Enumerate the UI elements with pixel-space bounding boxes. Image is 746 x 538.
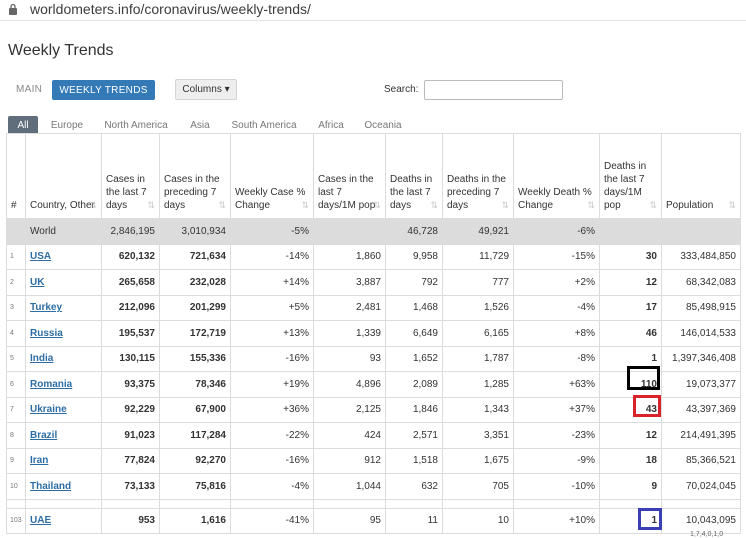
table-row: 9 Iran 77,824 92,270 -16% 912 1,518 1,67… bbox=[6, 447, 741, 474]
country-link[interactable]: Russia bbox=[30, 327, 63, 339]
column-header-rank[interactable]: # bbox=[6, 133, 26, 219]
country-link[interactable]: India bbox=[30, 353, 54, 365]
sort-icon[interactable]: ⇅ bbox=[430, 200, 438, 210]
country-link[interactable]: Turkey bbox=[30, 302, 63, 314]
country-link[interactable]: Iran bbox=[30, 455, 49, 467]
country-link[interactable]: UAE bbox=[30, 515, 52, 527]
column-header-deaths-preceding-7[interactable]: Deaths in the preceding 7 days ⇅ bbox=[442, 133, 514, 219]
table-row: 4 Russia 195,537 172,719 +13% 1,339 6,64… bbox=[6, 320, 741, 347]
table-row-world: World 2,846,195 3,010,934 -5% 46,728 49,… bbox=[6, 218, 741, 245]
column-header-weekly-death-change[interactable]: Weekly Death % Change ⇅ bbox=[513, 133, 600, 219]
column-header-weekly-case-change[interactable]: Weekly Case % Change ⇅ bbox=[230, 133, 314, 219]
table-row: 8 Brazil 91,023 117,284 -22% 424 2,571 3… bbox=[6, 422, 741, 449]
highlight-box-red bbox=[633, 395, 661, 417]
column-header-deaths-last-7[interactable]: Deaths in the last 7 days ⇅ bbox=[385, 133, 443, 219]
column-header-population[interactable]: Population ⇅ bbox=[661, 133, 741, 219]
lock-icon bbox=[9, 3, 17, 15]
region-tab-north-america[interactable]: North America bbox=[104, 119, 168, 131]
highlight-box-blue bbox=[638, 508, 662, 530]
country-link[interactable]: Ukraine bbox=[30, 404, 67, 416]
region-tab-asia[interactable]: Asia bbox=[190, 119, 210, 131]
columns-dropdown-button[interactable]: Columns ▾ bbox=[175, 79, 237, 100]
cut-off-text: 1,7,4,0,1,0 bbox=[690, 531, 724, 538]
search-input[interactable] bbox=[424, 80, 563, 100]
tab-weekly-trends[interactable]: WEEKLY TRENDS bbox=[52, 80, 155, 100]
sort-icon[interactable]: ⇅ bbox=[301, 200, 309, 210]
table-row: 103 UAE 953 1,616 -41% 95 11 10 +10% 1 1… bbox=[6, 507, 741, 534]
column-header-country[interactable]: Country, Other ⇅ bbox=[25, 133, 102, 219]
sort-icon[interactable]: ⇅ bbox=[501, 200, 509, 210]
url-text[interactable]: worldometers.info/coronavirus/weekly-tre… bbox=[30, 1, 311, 17]
region-tab-all[interactable]: All bbox=[8, 116, 38, 134]
column-header-cases-per-1m[interactable]: Cases in the last 7 days/1M pop ⇅ bbox=[313, 133, 386, 219]
table-row: 3 Turkey 212,096 201,299 +5% 2,481 1,468… bbox=[6, 294, 741, 321]
table-row: 6 Romania 93,375 78,346 +19% 4,896 2,089… bbox=[6, 371, 741, 398]
sort-icon[interactable]: ⇅ bbox=[649, 200, 657, 210]
region-tab-europe[interactable]: Europe bbox=[50, 119, 84, 131]
page-title: Weekly Trends bbox=[8, 42, 114, 59]
column-header-cases-preceding-7[interactable]: Cases in the preceding 7 days ⇅ bbox=[159, 133, 231, 219]
sort-icon[interactable]: ⇅ bbox=[89, 200, 97, 210]
highlight-box-black bbox=[627, 366, 660, 390]
table-row: 2 UK 265,658 232,028 +14% 3,887 792 777 … bbox=[6, 269, 741, 296]
region-tab-oceania[interactable]: Oceania bbox=[364, 119, 402, 131]
column-header-cases-last-7[interactable]: Cases in the last 7 days ⇅ bbox=[101, 133, 160, 219]
country-link[interactable]: Romania bbox=[30, 378, 73, 390]
country-link[interactable]: Thailand bbox=[30, 480, 72, 492]
table-row: 7 Ukraine 92,229 67,900 +36% 2,125 1,846… bbox=[6, 396, 741, 423]
weekly-trends-table: # Country, Other ⇅ Cases in the last 7 da… bbox=[6, 133, 741, 534]
search-label: Search: bbox=[384, 84, 419, 95]
sort-icon[interactable]: ⇅ bbox=[373, 200, 381, 210]
country-link[interactable]: USA bbox=[30, 251, 52, 263]
sort-icon[interactable]: ⇅ bbox=[728, 200, 736, 210]
tab-main[interactable]: MAIN bbox=[16, 84, 43, 95]
table-row: 10 Thailand 73,133 75,816 -4% 1,044 632 … bbox=[6, 473, 741, 500]
sort-icon[interactable]: ⇅ bbox=[147, 200, 155, 210]
region-tab-africa[interactable]: Africa bbox=[318, 119, 344, 131]
table-row-gap bbox=[6, 498, 741, 509]
sort-icon[interactable]: ⇅ bbox=[218, 200, 226, 210]
region-tabs: All Europe North America Asia South Amer… bbox=[8, 116, 746, 134]
column-header-deaths-per-1m[interactable]: Deaths in the last 7 days/1M pop ⇅ bbox=[599, 133, 662, 219]
table-row: 1 USA 620,132 721,634 -14% 1,860 9,958 1… bbox=[6, 243, 741, 270]
sort-icon[interactable]: ⇅ bbox=[587, 200, 595, 210]
country-link[interactable]: Brazil bbox=[30, 429, 58, 441]
table-header-row: # Country, Other ⇅ Cases in the last 7 da… bbox=[6, 133, 741, 219]
region-tab-south-america[interactable]: South America bbox=[231, 119, 297, 131]
browser-address-bar[interactable]: worldometers.info/coronavirus/weekly-tre… bbox=[0, 0, 746, 21]
country-link[interactable]: UK bbox=[30, 276, 45, 288]
